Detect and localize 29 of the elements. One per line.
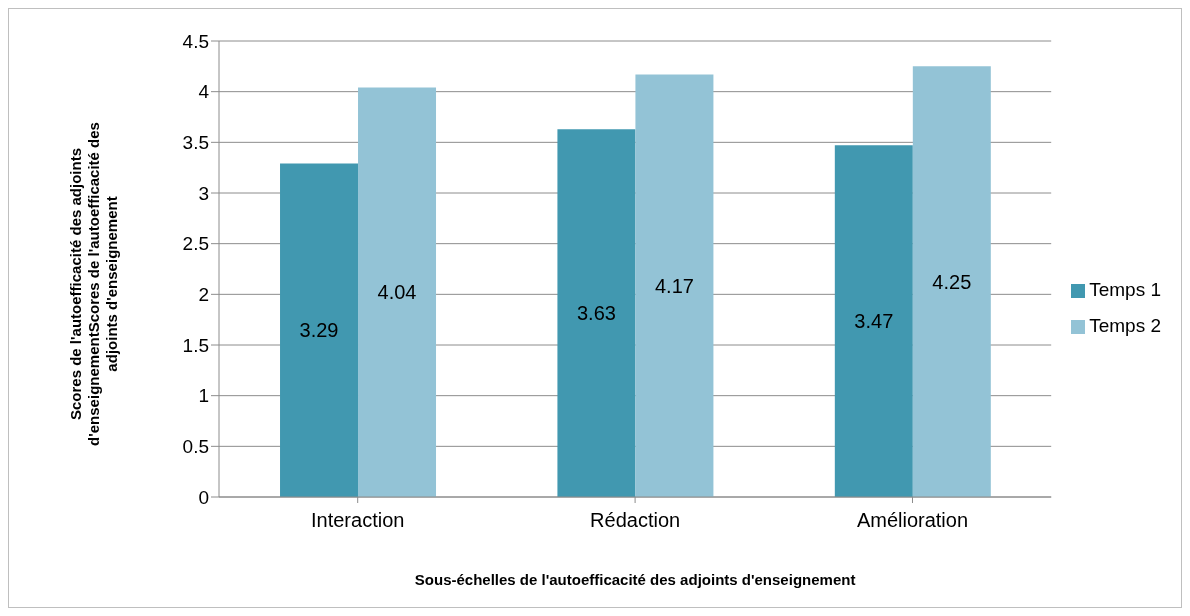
x-tick-label: Interaction [311,509,405,532]
bar [358,87,437,497]
data-label: 4.17 [654,274,694,297]
data-label: 4.25 [932,270,972,293]
y-tick-label: 1 [198,385,209,407]
y-axis-title: Scores de l'autoefficacité des adjoints d'enseignementScores de l'autoefficacité des adjoints d'enseignement [67,122,120,446]
data-label: 3.29 [299,319,339,342]
x-tick-label: Amélioration [856,509,969,532]
bar [635,74,714,497]
data-label: 4.04 [377,281,417,304]
data-label: 3.63 [576,302,616,325]
y-tick-label: 0.5 [182,436,209,458]
y-tick-label: 2.5 [182,233,209,255]
legend-label: Temps 2 [1089,315,1161,336]
y-tick-label: 3.5 [182,132,209,154]
bar [280,163,359,497]
data-label: 3.47 [854,310,894,333]
y-tick-label: 3 [198,182,209,204]
x-tick-label: Rédaction [590,509,681,532]
y-tick-label: 4 [198,81,210,103]
bar [912,66,991,497]
bar [834,145,913,497]
y-tick-label: 0 [198,486,209,508]
y-tick-label: 4.5 [182,30,209,52]
bar [557,129,636,497]
legend-label: Temps 1 [1089,279,1161,300]
y-tick-label: 2 [198,284,209,306]
y-tick-label: 1.5 [182,334,209,356]
x-axis-title: Sous-échelles de l'autoefficacité des adjoints d'enseignement [414,571,856,588]
